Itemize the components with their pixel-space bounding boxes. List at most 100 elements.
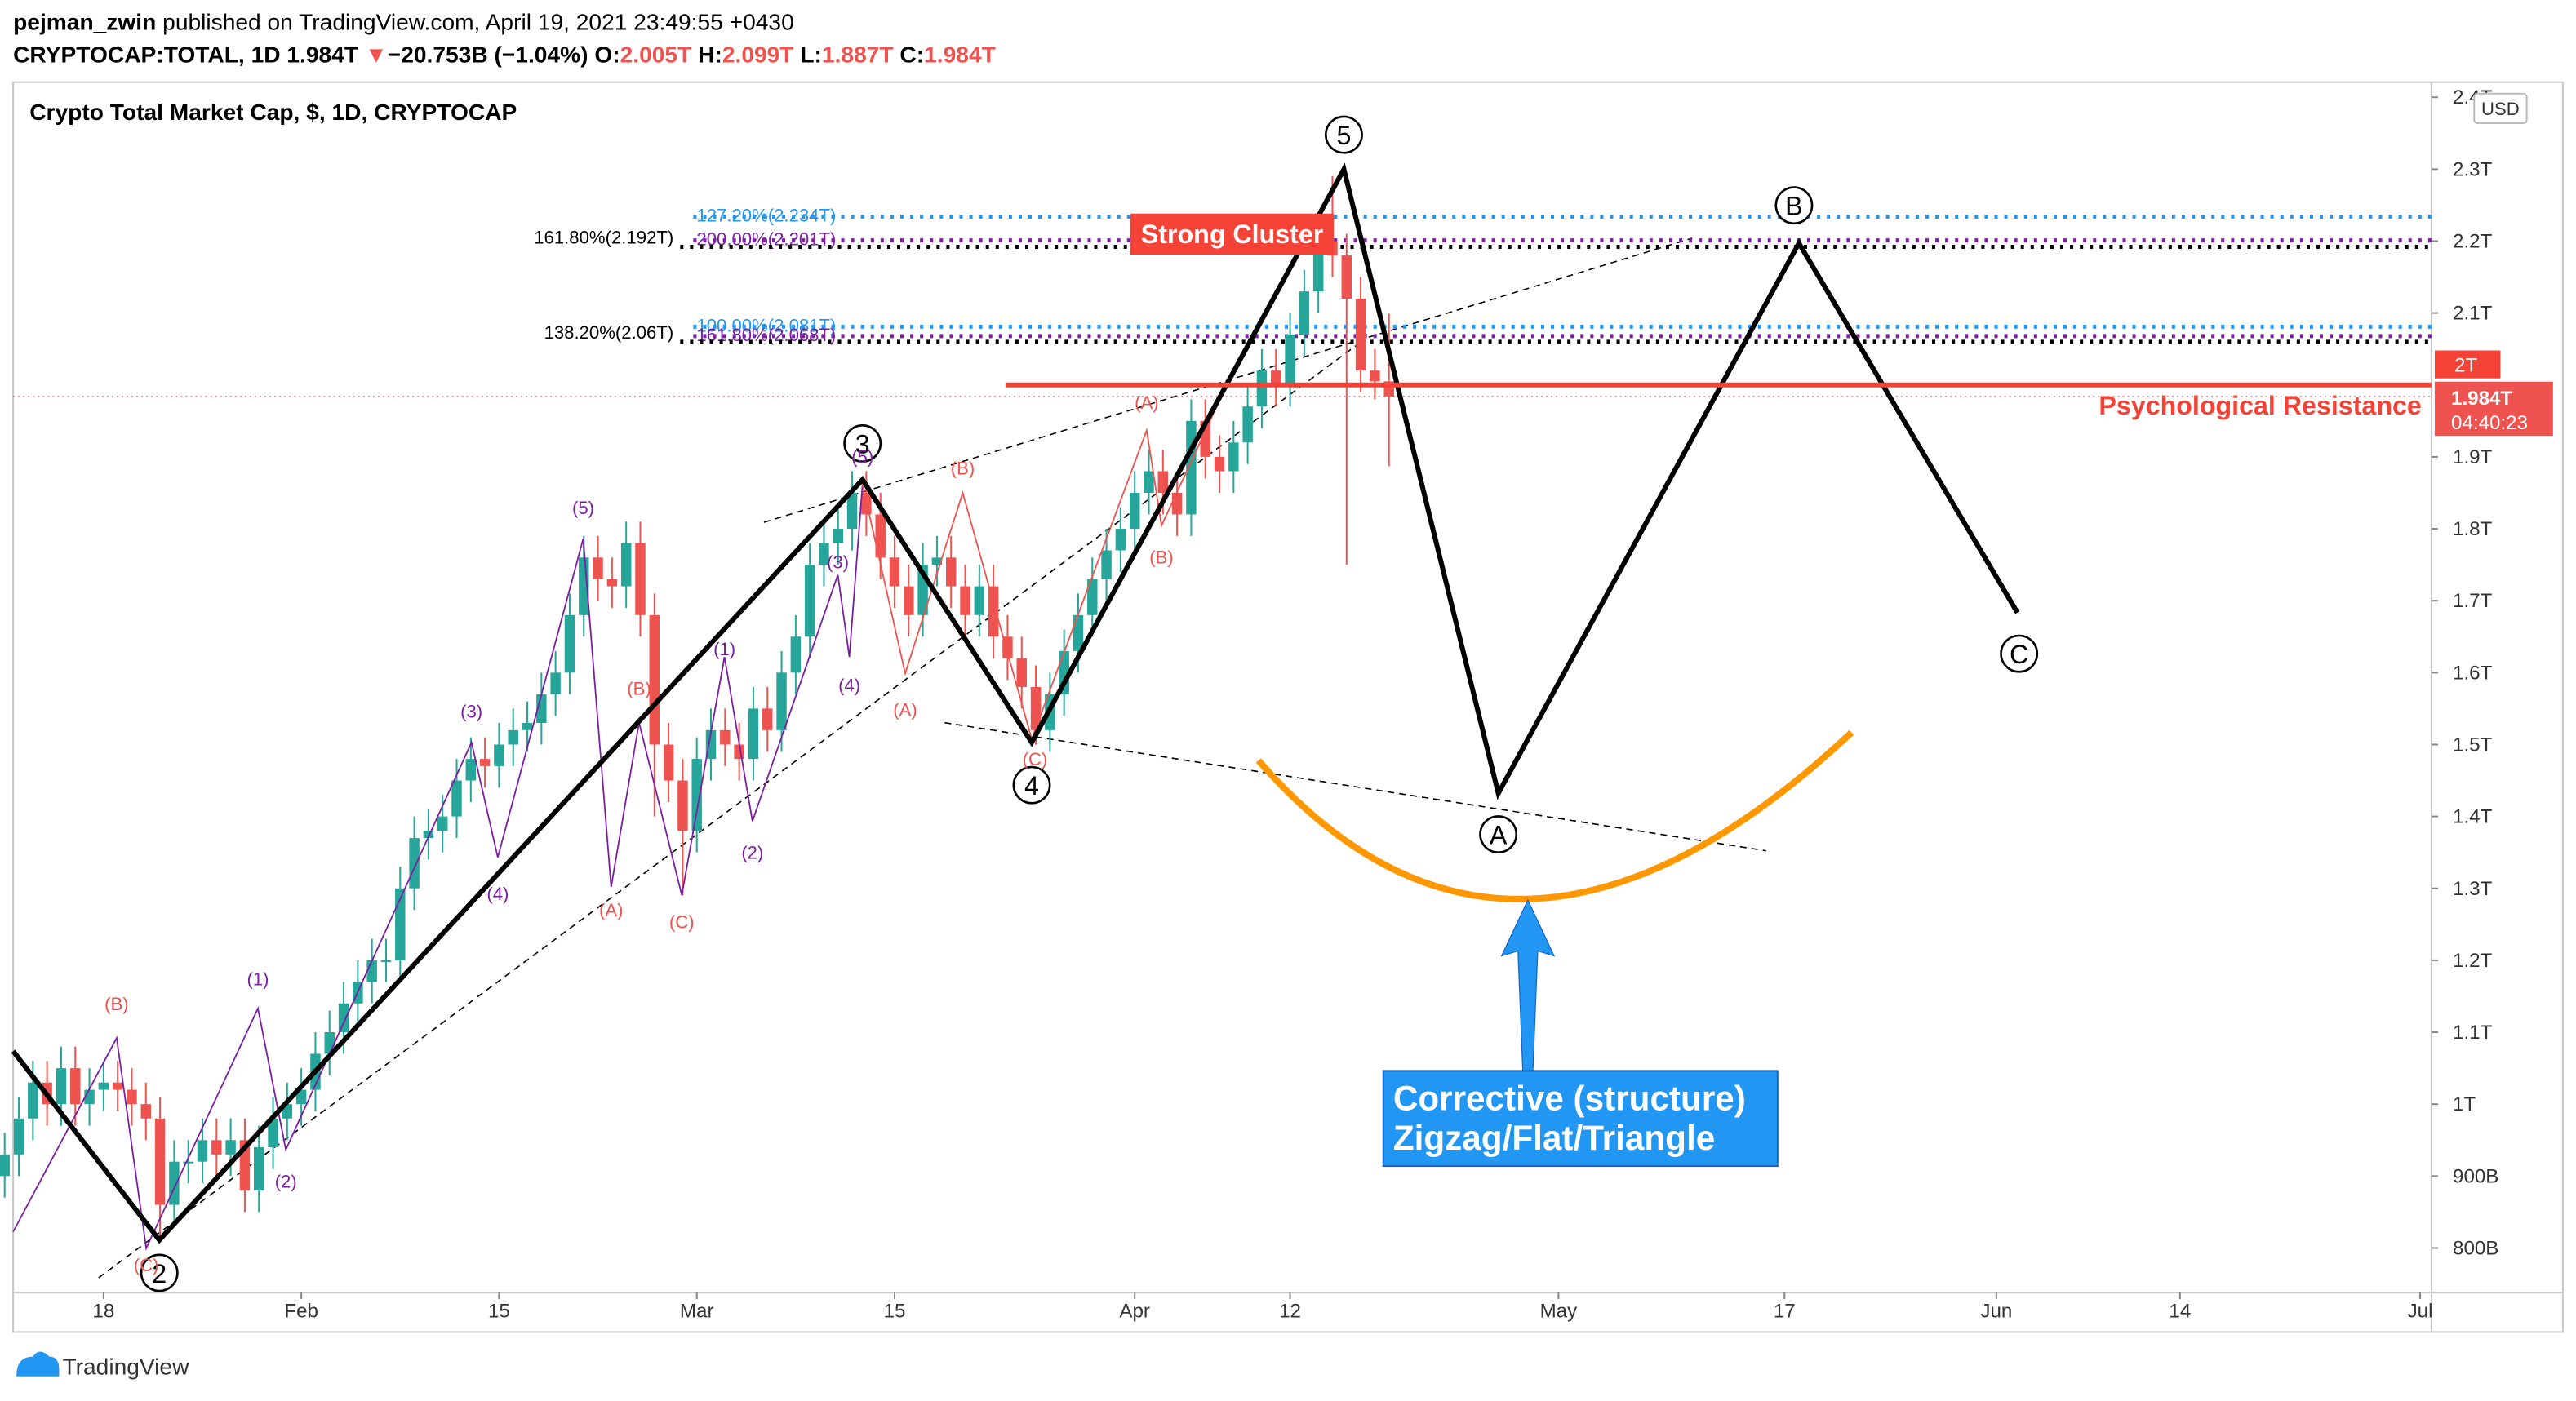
candle-body xyxy=(1285,335,1295,385)
candle-body xyxy=(804,565,815,637)
sub-wave-label: (1) xyxy=(246,969,269,990)
candle-body xyxy=(1016,658,1027,687)
wave-path xyxy=(11,162,2020,1244)
candle-body xyxy=(127,1089,137,1105)
candle-body xyxy=(380,960,392,962)
candle-body xyxy=(1129,492,1140,530)
candle-body xyxy=(1115,529,1126,551)
x-tick-label: 18 xyxy=(92,1300,114,1322)
ohlc-key: C: xyxy=(899,42,924,68)
trend-line xyxy=(98,339,1365,1279)
sub-wave-line xyxy=(12,484,864,1251)
sub-wave-label: (B) xyxy=(1149,547,1174,567)
sub-wave-label: (3) xyxy=(460,702,482,722)
candle-body xyxy=(1214,456,1225,472)
candle-body xyxy=(564,614,575,673)
sub-wave-label: (B) xyxy=(104,994,129,1014)
ohlc-key: L: xyxy=(800,42,822,68)
x-tick-label: 17 xyxy=(1774,1300,1796,1322)
candle-body xyxy=(1087,579,1098,615)
candle-body xyxy=(465,759,477,781)
sub-wave-label: (3) xyxy=(827,552,849,572)
sub-wave-label: (5) xyxy=(572,498,594,518)
candle-body xyxy=(508,729,518,745)
candle-body xyxy=(663,744,674,781)
candle-body xyxy=(295,1089,307,1105)
ohlc-value: 2.099T xyxy=(722,42,794,68)
candle-body xyxy=(211,1140,222,1155)
wave-circle xyxy=(1479,815,1518,853)
resistance-text: Psychological Resistance xyxy=(2099,391,2421,420)
candle-body xyxy=(494,744,504,766)
candle-body xyxy=(1299,291,1310,335)
wave-label: B xyxy=(1785,192,1802,221)
y-tick-label: 1.1T xyxy=(2453,1022,2493,1044)
wave-label: 5 xyxy=(1336,121,1351,150)
candle-body xyxy=(98,1082,109,1090)
candle-body xyxy=(268,1118,278,1148)
brand: TradingView xyxy=(62,1354,189,1380)
fib-label: 100.00%(2.081T) xyxy=(696,315,836,335)
candle-body xyxy=(366,960,377,982)
over-layer: Corrective (structure) Zigzag/Flat/Trian… xyxy=(11,115,2432,1292)
wave-circle xyxy=(1774,186,1814,225)
candle-body xyxy=(649,614,660,745)
candle-body xyxy=(338,1003,349,1033)
sub-wave-label: (1) xyxy=(713,639,735,659)
sub-wave-label: (A) xyxy=(893,700,917,720)
wave-circle xyxy=(2000,634,2039,673)
ohlc-key: H: xyxy=(698,42,722,68)
symbol-line: CRYPTOCAP:TOTAL, 1D 1.984T ▼−20.753B (−1… xyxy=(13,42,996,68)
candle-body xyxy=(931,557,943,565)
candle-body xyxy=(451,780,462,817)
candle-body xyxy=(889,557,900,587)
candle-body xyxy=(1101,550,1112,579)
candle-body xyxy=(819,543,829,565)
candle-body xyxy=(620,543,632,587)
under-layer: 127.20%(2.234T) 200.00%(2.201T) 161.80%(2.… xyxy=(13,206,2432,1279)
ohlc-value: 2.005T xyxy=(620,42,692,68)
sub-wave-label: (2) xyxy=(275,1171,297,1191)
y-tick-label: 1.3T xyxy=(2453,878,2493,900)
y-tick-label: 1T xyxy=(2453,1093,2476,1115)
candle-body xyxy=(635,543,646,615)
y-tick-label: 2.1T xyxy=(2453,303,2493,325)
candle-body xyxy=(846,492,858,530)
candle-body xyxy=(13,1118,24,1155)
candle-body xyxy=(423,831,434,839)
wave-label: 4 xyxy=(1024,771,1039,800)
note-text: Zigzag/Flat/Triangle xyxy=(1393,1119,1715,1157)
candle-body xyxy=(904,586,914,615)
candle-body xyxy=(606,579,618,587)
candle-body xyxy=(691,759,702,831)
sub-wave-label: (A) xyxy=(1135,392,1159,413)
last: 1.984T xyxy=(286,42,358,68)
wave-circle xyxy=(1324,115,1363,154)
candle-body xyxy=(0,1154,10,1177)
sub-wave-label: (B) xyxy=(627,678,651,698)
candle-body xyxy=(945,557,957,587)
author: pejman_zwin xyxy=(13,8,156,34)
x-tick-label: 14 xyxy=(2169,1300,2191,1322)
candle-body xyxy=(1171,492,1183,515)
candle-body xyxy=(720,729,731,745)
last-price-box xyxy=(2434,381,2553,437)
fib-label: 138.20%(2.06T) xyxy=(544,322,674,343)
ohlc-value: 1.984T xyxy=(924,42,996,68)
wave-circle xyxy=(1012,765,1051,805)
candle-body xyxy=(183,1161,193,1164)
last-price: 1.984T xyxy=(2451,388,2512,410)
ohlc-key: O: xyxy=(594,42,620,68)
currency: USD xyxy=(2481,99,2520,119)
y-tick-label: 1.5T xyxy=(2453,734,2493,756)
wave-circle xyxy=(140,1253,179,1292)
ohlc-value: 1.887T xyxy=(822,42,894,68)
fib-label: 127.20%(2.234T) xyxy=(696,206,836,226)
change: −20.753B (−1.04%) xyxy=(388,42,588,68)
candle-body xyxy=(974,586,985,615)
y-tick-label: 1.4T xyxy=(2453,806,2493,828)
candle-body xyxy=(169,1161,180,1205)
candles xyxy=(0,176,1394,1241)
note-box xyxy=(1382,1070,1779,1168)
chart-frame xyxy=(12,81,2564,1333)
